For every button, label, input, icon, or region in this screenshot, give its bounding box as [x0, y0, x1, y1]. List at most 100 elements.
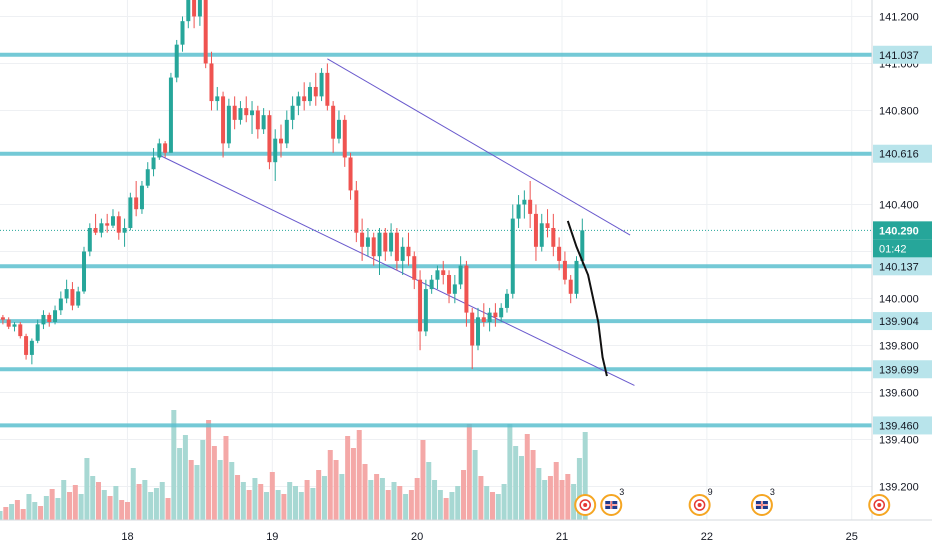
price-tick-label: 139.200 [879, 482, 919, 494]
price-tick-label: 140.400 [879, 199, 919, 211]
candle-body [203, 0, 208, 64]
level-label: 140.616 [879, 149, 919, 161]
candle-body [307, 86, 312, 102]
candle-body [313, 86, 318, 97]
bank-event-icon-dot [583, 503, 588, 507]
price-tick-label: 140.800 [879, 105, 919, 117]
volume-bar [90, 476, 96, 520]
candle-body [139, 185, 144, 210]
volume-bar [472, 450, 478, 520]
time-tick-label: 25 [846, 531, 858, 543]
candle-body [186, 0, 191, 22]
candle-body [528, 199, 533, 214]
candle-body [510, 218, 515, 294]
volume-bar [495, 494, 501, 520]
candle-body [522, 199, 527, 205]
candle-body [238, 108, 243, 120]
volume-bar [501, 484, 507, 520]
volume-bar [327, 450, 333, 520]
price-tick-label: 139.800 [879, 341, 919, 353]
bank-event-icon[interactable] [873, 499, 885, 511]
candle-body [76, 291, 81, 306]
volume-bar [32, 502, 38, 520]
volume-bar [507, 424, 513, 520]
volume-bar [43, 496, 49, 520]
candle-body [325, 72, 330, 106]
volume-bar [420, 440, 426, 520]
candle-body [568, 279, 573, 294]
candle-body [400, 246, 405, 261]
volume-bar [124, 502, 130, 520]
level-label: 140.137 [879, 261, 919, 273]
volume-bar [275, 490, 281, 520]
volume-bar [582, 432, 588, 520]
candle-body [383, 232, 388, 252]
level-label: 139.460 [879, 420, 919, 432]
candle-body [290, 105, 295, 120]
candle-body [53, 310, 58, 323]
time-tick-label: 19 [266, 531, 278, 543]
volume-bar [362, 464, 368, 520]
volume-bar [130, 468, 136, 520]
time-axis-panel[interactable] [0, 520, 932, 550]
candle-body [70, 289, 75, 306]
volume-bar [466, 424, 472, 520]
candle-body [580, 230, 585, 261]
volume-bar [153, 488, 159, 520]
candle-body [99, 223, 104, 233]
candle-body [82, 251, 87, 292]
volume-bar [292, 486, 298, 520]
current-price-label-box [873, 221, 932, 240]
volume-bar [194, 465, 200, 520]
volume-bar [571, 484, 577, 520]
candle-body [481, 317, 486, 323]
candle-body [296, 96, 301, 106]
volume-bar [478, 476, 484, 520]
volume-bar [565, 474, 571, 520]
candle-body [122, 227, 127, 233]
candle-body [18, 324, 23, 337]
volume-bar [3, 507, 9, 520]
volume-bar [518, 456, 524, 520]
candle-body [215, 96, 220, 102]
volume-bar [258, 484, 264, 520]
candle-body [551, 227, 556, 247]
candle-body [226, 105, 231, 144]
volume-bar [264, 492, 270, 520]
time-tick-label: 20 [411, 531, 423, 543]
volume-bar [408, 490, 414, 520]
level-label-box [873, 144, 932, 163]
volume-bar [26, 494, 32, 520]
bank-event-icon[interactable] [579, 499, 591, 511]
countdown-label-box [873, 239, 932, 258]
projection-curve[interactable] [566, 220, 608, 377]
volume-bar [107, 496, 113, 520]
volume-bar [136, 484, 142, 520]
volume-bar [298, 492, 304, 520]
volume-bar [217, 460, 223, 520]
volume-bar [159, 482, 165, 520]
candle-body [105, 223, 110, 226]
volume-bar [9, 504, 15, 520]
candle-body [476, 317, 481, 346]
candle-body [47, 314, 52, 323]
candle-body [412, 256, 417, 280]
bank-event-icon-dot [877, 503, 882, 507]
candle-body [441, 270, 446, 275]
candle-body [504, 293, 509, 308]
volume-bar [182, 435, 188, 520]
candle-body [273, 138, 278, 163]
volume-bar [484, 486, 490, 520]
volume-bar [368, 480, 374, 520]
candle-body [180, 21, 185, 45]
volume-bar [559, 480, 565, 520]
volume-bar [165, 498, 171, 520]
candle-body [261, 115, 266, 130]
volume-bar [385, 490, 391, 520]
channel-upper-line[interactable] [327, 58, 631, 236]
bank-event-icon[interactable] [693, 499, 706, 511]
time-tick-label: 21 [556, 531, 568, 543]
level-label-box [873, 360, 932, 379]
